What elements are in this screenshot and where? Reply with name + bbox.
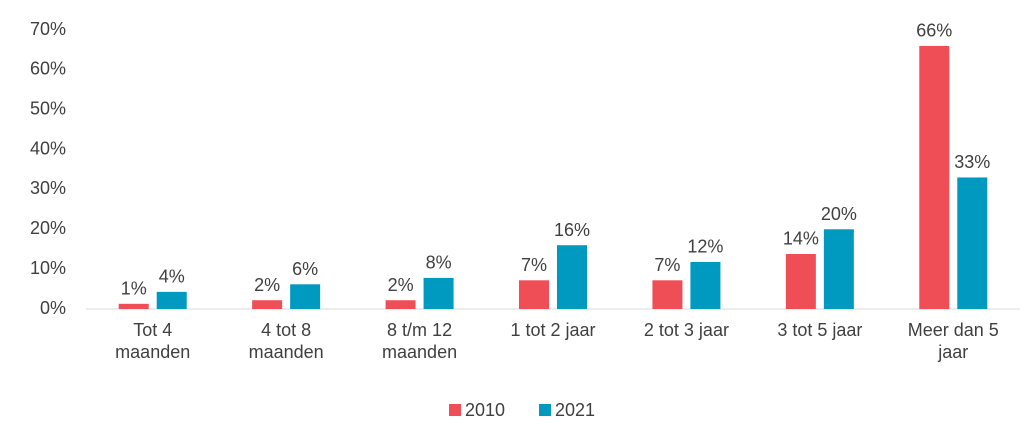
data-label: 2% [388, 275, 414, 295]
y-tick-label: 40% [30, 138, 66, 158]
bar [290, 284, 321, 309]
bar [118, 303, 149, 309]
bar [652, 280, 683, 309]
data-label: 1% [121, 279, 147, 299]
data-label: 16% [554, 220, 590, 240]
bar [519, 280, 549, 309]
data-label: 6% [292, 259, 318, 279]
y-tick-label: 50% [30, 98, 66, 118]
y-tick-label: 10% [30, 258, 66, 278]
y-tick-label: 70% [30, 19, 66, 39]
data-label: 2% [254, 275, 280, 295]
bar [919, 45, 950, 309]
bar [156, 291, 187, 309]
bar [690, 261, 721, 309]
bar [823, 229, 854, 309]
x-tick-label: 1 tot 2 jaar [510, 320, 595, 340]
data-label: 7% [654, 255, 680, 275]
data-label: 20% [821, 204, 857, 224]
data-label: 12% [687, 237, 723, 257]
legend-label: 2010 [465, 400, 505, 420]
x-tick-label: 2 tot 3 jaar [644, 320, 729, 340]
data-label: 4% [159, 267, 185, 287]
bar [785, 253, 816, 309]
x-tick-label: Tot 4 maanden [115, 320, 190, 362]
x-tick-label: 3 tot 5 jaar [777, 320, 862, 340]
x-tick-label: 8 t/m 12 maanden [382, 320, 457, 362]
bar [423, 277, 454, 309]
y-tick-label: 60% [30, 59, 66, 79]
bar [252, 300, 283, 309]
y-tick-label: 30% [30, 178, 66, 198]
bar [385, 300, 416, 309]
x-tick-label: 4 tot 8 maanden [249, 320, 324, 362]
y-tick-label: 0% [40, 298, 66, 318]
legend-label: 2021 [555, 400, 595, 420]
data-label: 66% [916, 21, 952, 41]
data-label: 8% [426, 253, 452, 273]
data-label: 7% [521, 255, 547, 275]
y-tick-label: 20% [30, 218, 66, 238]
data-label: 33% [954, 152, 990, 172]
bar [957, 177, 988, 309]
bar [557, 245, 587, 309]
legend-swatch [449, 404, 461, 416]
legend-swatch [539, 404, 551, 416]
x-tick-label: Meer dan 5 jaar [908, 320, 999, 362]
data-label: 14% [783, 229, 819, 249]
